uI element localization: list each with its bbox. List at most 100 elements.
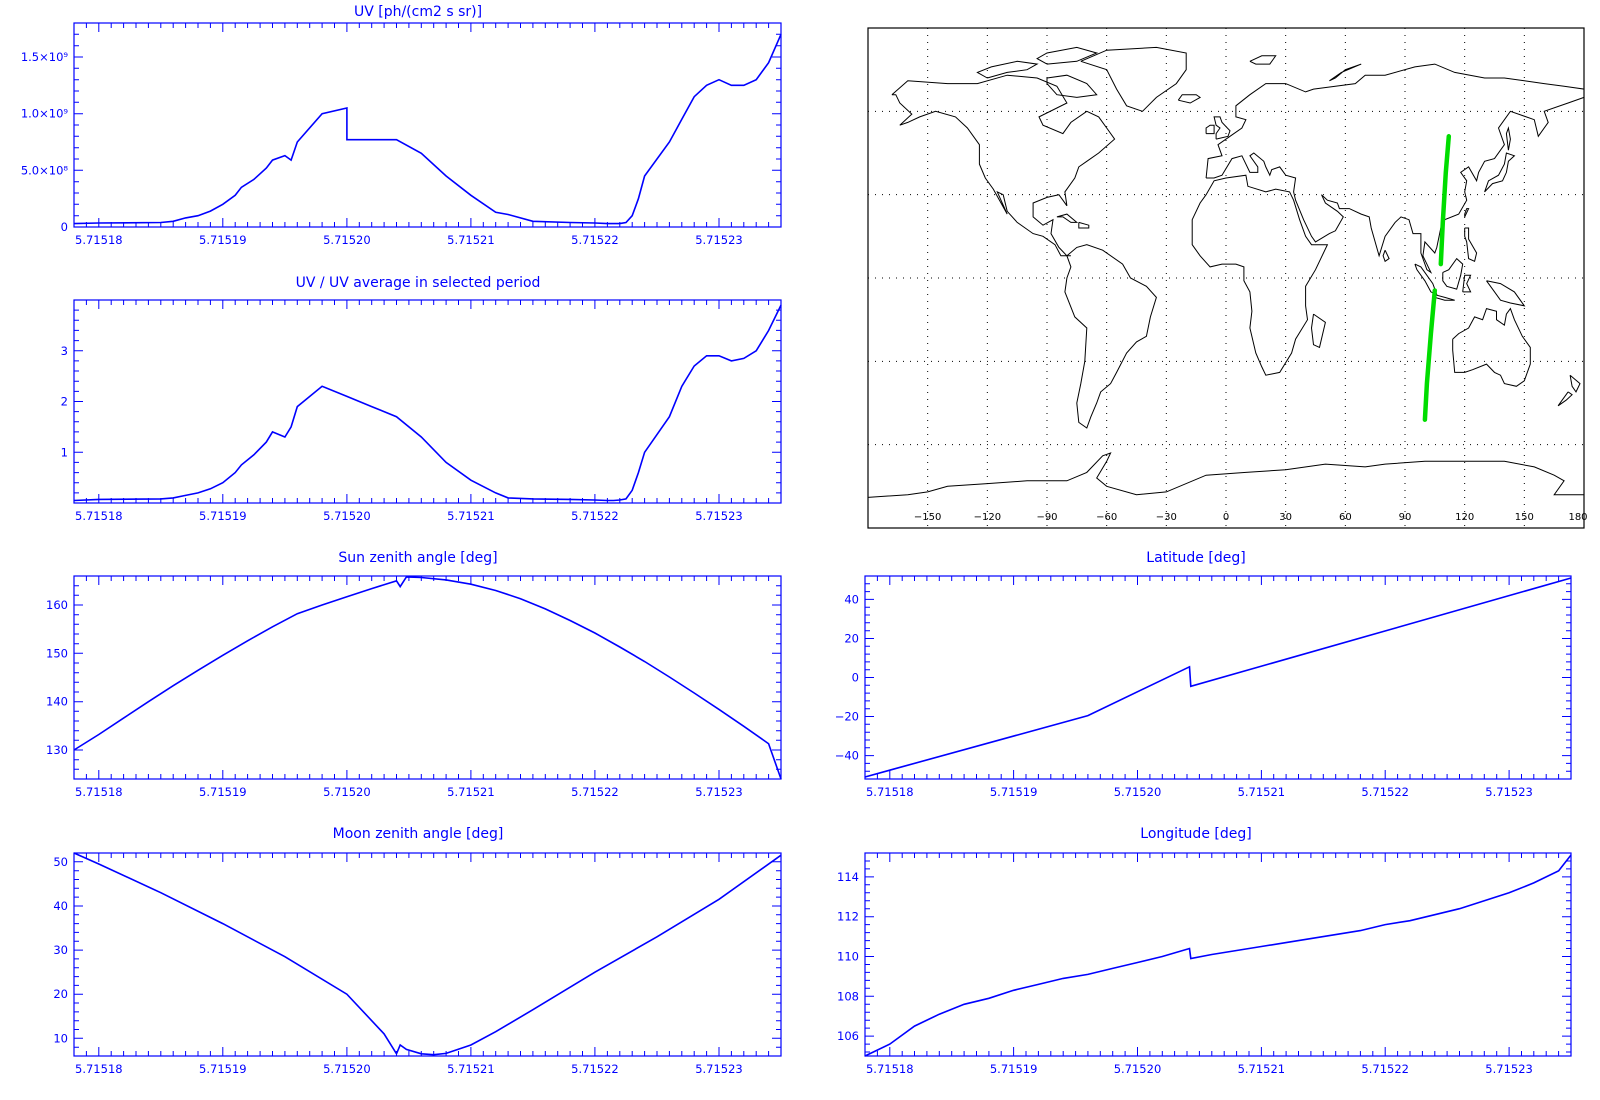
longitude-y-tick-label: 106	[837, 1029, 859, 1043]
sun-zenith-y-tick-label: 160	[46, 598, 68, 612]
sun-zenith-plot-frame	[73, 575, 782, 780]
latitude-y-tick-label: 40	[844, 592, 859, 606]
uv-y-tick-label: 0	[61, 220, 68, 234]
longitude-x-tick-label: 5.71521	[1238, 1062, 1286, 1076]
longitude-axes: 5.71518 5.71519 5.71520 5.71521 5.71522 5.715…	[837, 852, 1572, 1076]
map-lon-label: −30	[1156, 512, 1177, 523]
moon-zenith-y-tick-label: 40	[53, 899, 68, 913]
latitude-x-tick-label: 5.71518	[866, 785, 914, 799]
moon-zenith-y-tick-label: 30	[53, 943, 68, 957]
coastline-novaya-zemlya	[1329, 63, 1362, 82]
uv-ratio-axes: 5.71518 5.71519 5.71520 5.71521 5.71522 5.715…	[61, 299, 782, 523]
coastline-iceland	[1177, 94, 1202, 104]
uv-ratio-y-tick-label: 2	[61, 395, 68, 409]
uv-y-tick-label: 1.5×10⁹	[21, 50, 69, 64]
longitude-x-tick-label: 5.71519	[990, 1062, 1038, 1076]
uv-x-tick-label: 5.71520	[323, 233, 371, 247]
moon-zenith-axes: 5.71518 5.71519 5.71520 5.71521 5.71522 5.715…	[53, 852, 782, 1076]
uv-ratio-panel: UV / UV average in selected period 5.715…	[61, 275, 782, 523]
moon-zenith-title: Moon zenith angle [deg]	[333, 826, 504, 842]
longitude-x-ticks	[864, 853, 1572, 1056]
uv-ratio-x-tick-label: 5.71520	[323, 509, 371, 523]
latitude-y-tick-label: 20	[844, 631, 859, 645]
coastline-borneo	[1442, 257, 1464, 290]
uv-x-tick-label: 5.71518	[75, 233, 123, 247]
latitude-x-tick-label: 5.71522	[1361, 785, 1409, 799]
coastline-sulawesi	[1462, 274, 1472, 293]
coastline-greenland	[1080, 46, 1187, 112]
coastline-madagascar	[1310, 313, 1326, 349]
uv-ratio-x-tick-label: 5.71522	[571, 509, 619, 523]
coastline-hispaniola	[1078, 221, 1090, 229]
coastline-canadian-arctic-1	[976, 60, 1039, 79]
longitude-y-tick-label: 108	[837, 989, 859, 1003]
longitude-y-tick-label: 112	[837, 910, 859, 924]
coastline-australia	[1452, 307, 1531, 387]
latitude-x-tick-label: 5.71519	[990, 785, 1038, 799]
longitude-y-ticks	[865, 852, 1571, 1053]
uv-y-tick-label: 5.0×10⁸	[21, 163, 69, 177]
uv-y-tick-label: 1.0×10⁹	[21, 107, 69, 121]
uv-x-tick-label: 5.71521	[447, 233, 495, 247]
latitude-title: Latitude [deg]	[1146, 550, 1245, 566]
uv-ratio-x-tick-label: 5.71523	[695, 509, 743, 523]
moon-zenith-x-tick-label: 5.71520	[323, 1062, 371, 1076]
latitude-y-tick-label: −20	[835, 710, 859, 724]
sun-zenith-title: Sun zenith angle [deg]	[338, 550, 497, 566]
map-grid	[868, 28, 1584, 528]
coastline-japan	[1484, 152, 1516, 193]
sun-zenith-panel: Sun zenith angle [deg] 5.71518 5.71519 5.7…	[46, 550, 782, 799]
uv-plot-frame	[73, 22, 782, 228]
uv-x-ticks	[73, 23, 782, 227]
coastline-ireland	[1205, 124, 1215, 135]
latitude-panel: Latitude [deg] 5.71518 5.71519 5.71520 5.71…	[835, 550, 1572, 799]
sun-zenith-x-tick-label: 5.71518	[75, 785, 123, 799]
longitude-panel: Longitude [deg] 5.71518 5.71519 5.71520 5.7…	[837, 826, 1572, 1076]
sun-zenith-axes: 5.71518 5.71519 5.71520 5.71521 5.71522 5.715…	[46, 575, 782, 799]
map-lon-label: 30	[1279, 512, 1292, 523]
sun-zenith-x-tick-label: 5.71522	[571, 785, 619, 799]
latitude-axes: 5.71518 5.71519 5.71520 5.71521 5.71522 5.715…	[835, 575, 1572, 799]
map-lon-label: 60	[1339, 512, 1352, 523]
moon-zenith-series-line	[73, 852, 782, 1056]
uv-axes: 5.71518 5.71519 5.71520 5.71521 5.71522 5.715…	[21, 22, 782, 247]
map-coastlines	[867, 46, 1585, 498]
uv-x-tick-label: 5.71519	[199, 233, 247, 247]
coastline-taiwan	[1464, 208, 1470, 218]
uv-panel: UV [ph/(cm2 s sr)] 5.71518 5.71519 5.71520…	[21, 4, 782, 247]
moon-zenith-x-tick-label: 5.71523	[695, 1062, 743, 1076]
uv-title: UV [ph/(cm2 s sr)]	[354, 4, 482, 20]
moon-zenith-x-tick-label: 5.71522	[571, 1062, 619, 1076]
coastline-british-isles	[1213, 116, 1231, 140]
coastline-antarctica	[867, 452, 1584, 498]
uv-y-ticks	[74, 22, 781, 228]
sun-zenith-y-ticks	[74, 575, 781, 780]
longitude-title: Longitude [deg]	[1140, 826, 1251, 842]
map-lon-label: 150	[1515, 512, 1534, 523]
coastline-north-america	[891, 74, 1116, 257]
uv-ratio-x-tick-label: 5.71519	[199, 509, 247, 523]
coastline-canadian-arctic-2	[1046, 74, 1098, 98]
map-lon-labels: −150 −120 −90 −60 −30 0 30 60 90 120 150 180	[914, 512, 1588, 523]
map-lon-label: −90	[1036, 512, 1057, 523]
longitude-plot-frame	[864, 852, 1572, 1057]
sun-zenith-x-tick-label: 5.71519	[199, 785, 247, 799]
moon-zenith-x-tick-label: 5.71518	[75, 1062, 123, 1076]
coastline-eurasia	[1205, 63, 1585, 274]
coastline-new-zealand-s	[1557, 391, 1573, 407]
coastline-sri-lanka	[1382, 249, 1390, 263]
sun-zenith-x-ticks	[73, 576, 782, 779]
latitude-x-tick-label: 5.71520	[1114, 785, 1162, 799]
longitude-x-tick-label: 5.71522	[1361, 1062, 1409, 1076]
uv-ratio-y-tick-label: 1	[61, 445, 68, 459]
moon-zenith-x-tick-label: 5.71519	[199, 1062, 247, 1076]
map-lon-label: −150	[914, 512, 941, 523]
coastline-ellesmere	[1036, 46, 1099, 65]
coastline-java	[1434, 294, 1455, 301]
moon-zenith-y-ticks	[74, 852, 781, 1057]
moon-zenith-plot-frame	[73, 852, 782, 1057]
sun-zenith-series-line	[73, 576, 782, 780]
uv-ratio-title: UV / UV average in selected period	[296, 275, 541, 291]
coastline-svalbard	[1249, 55, 1277, 65]
satellite-track-segment	[1438, 134, 1452, 267]
